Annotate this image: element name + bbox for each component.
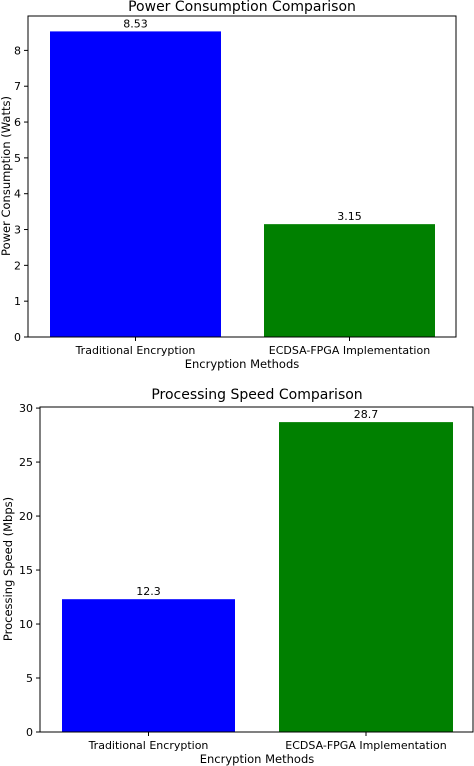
bar [279,422,453,732]
plot-frame [27,15,457,338]
y-tick-label: 7 [14,80,21,93]
x-tick-label: ECDSA-FPGA Implementation [269,344,430,357]
y-tick-label: 5 [14,152,21,165]
x-ticks: Traditional Encryption ECDSA-FPGA Impleme… [88,732,447,752]
chart-title: Power Consumption Comparison [128,0,356,15]
chart-title: Processing Speed Comparison [151,387,362,403]
y-tick-label: 25 [19,456,33,469]
y-tick-label: 3 [14,224,21,237]
y-tick-label: 1 [14,295,21,308]
y-tick-label: 0 [26,726,33,739]
bars: 12.3 28.7 [62,408,453,732]
bar [62,599,235,732]
plot-frame [39,406,474,733]
x-ticks: Traditional Encryption ECDSA-FPGA Impleme… [75,337,430,357]
y-tick-label: 8 [14,44,21,57]
y-tick-label: 10 [19,618,33,631]
y-tick-label: 6 [14,116,21,129]
y-tick-label: 20 [19,510,33,523]
y-tick-label: 0 [14,331,21,344]
x-tick-label: Traditional Encryption [88,739,209,752]
y-axis-label: Processing Speed (Mbps) [1,497,15,641]
bar-value-label: 28.7 [354,408,379,421]
y-axis-label: Power Consumption (Watts) [0,96,13,256]
y-tick-label: 5 [26,672,33,685]
x-tick-label: ECDSA-FPGA Implementation [285,739,446,752]
bar [50,31,221,338]
y-tick-label: 30 [19,402,33,415]
bar-value-label: 12.3 [136,585,161,598]
y-tick-label: 15 [19,564,33,577]
y-ticks: 0 1 2 3 4 5 6 7 8 [14,44,28,344]
y-ticks: 0 5 10 15 20 25 30 [19,402,40,739]
y-tick-label: 2 [14,259,21,272]
bar [264,224,435,337]
processing-speed-chart: Processing Speed Comparison 0 5 10 15 20 25 30… [1,387,474,766]
bar-value-label: 3.15 [337,210,362,223]
x-tick-label: Traditional Encryption [75,344,196,357]
bars: 8.53 3.15 [50,17,435,338]
x-axis-label: Encryption Methods [185,357,300,371]
bar-value-label: 8.53 [123,17,148,30]
x-axis-label: Encryption Methods [200,752,315,766]
power-consumption-chart: Power Consumption Comparison 0 1 2 3 4 5 6 7 8 8… [0,0,457,371]
y-tick-label: 4 [14,188,21,201]
